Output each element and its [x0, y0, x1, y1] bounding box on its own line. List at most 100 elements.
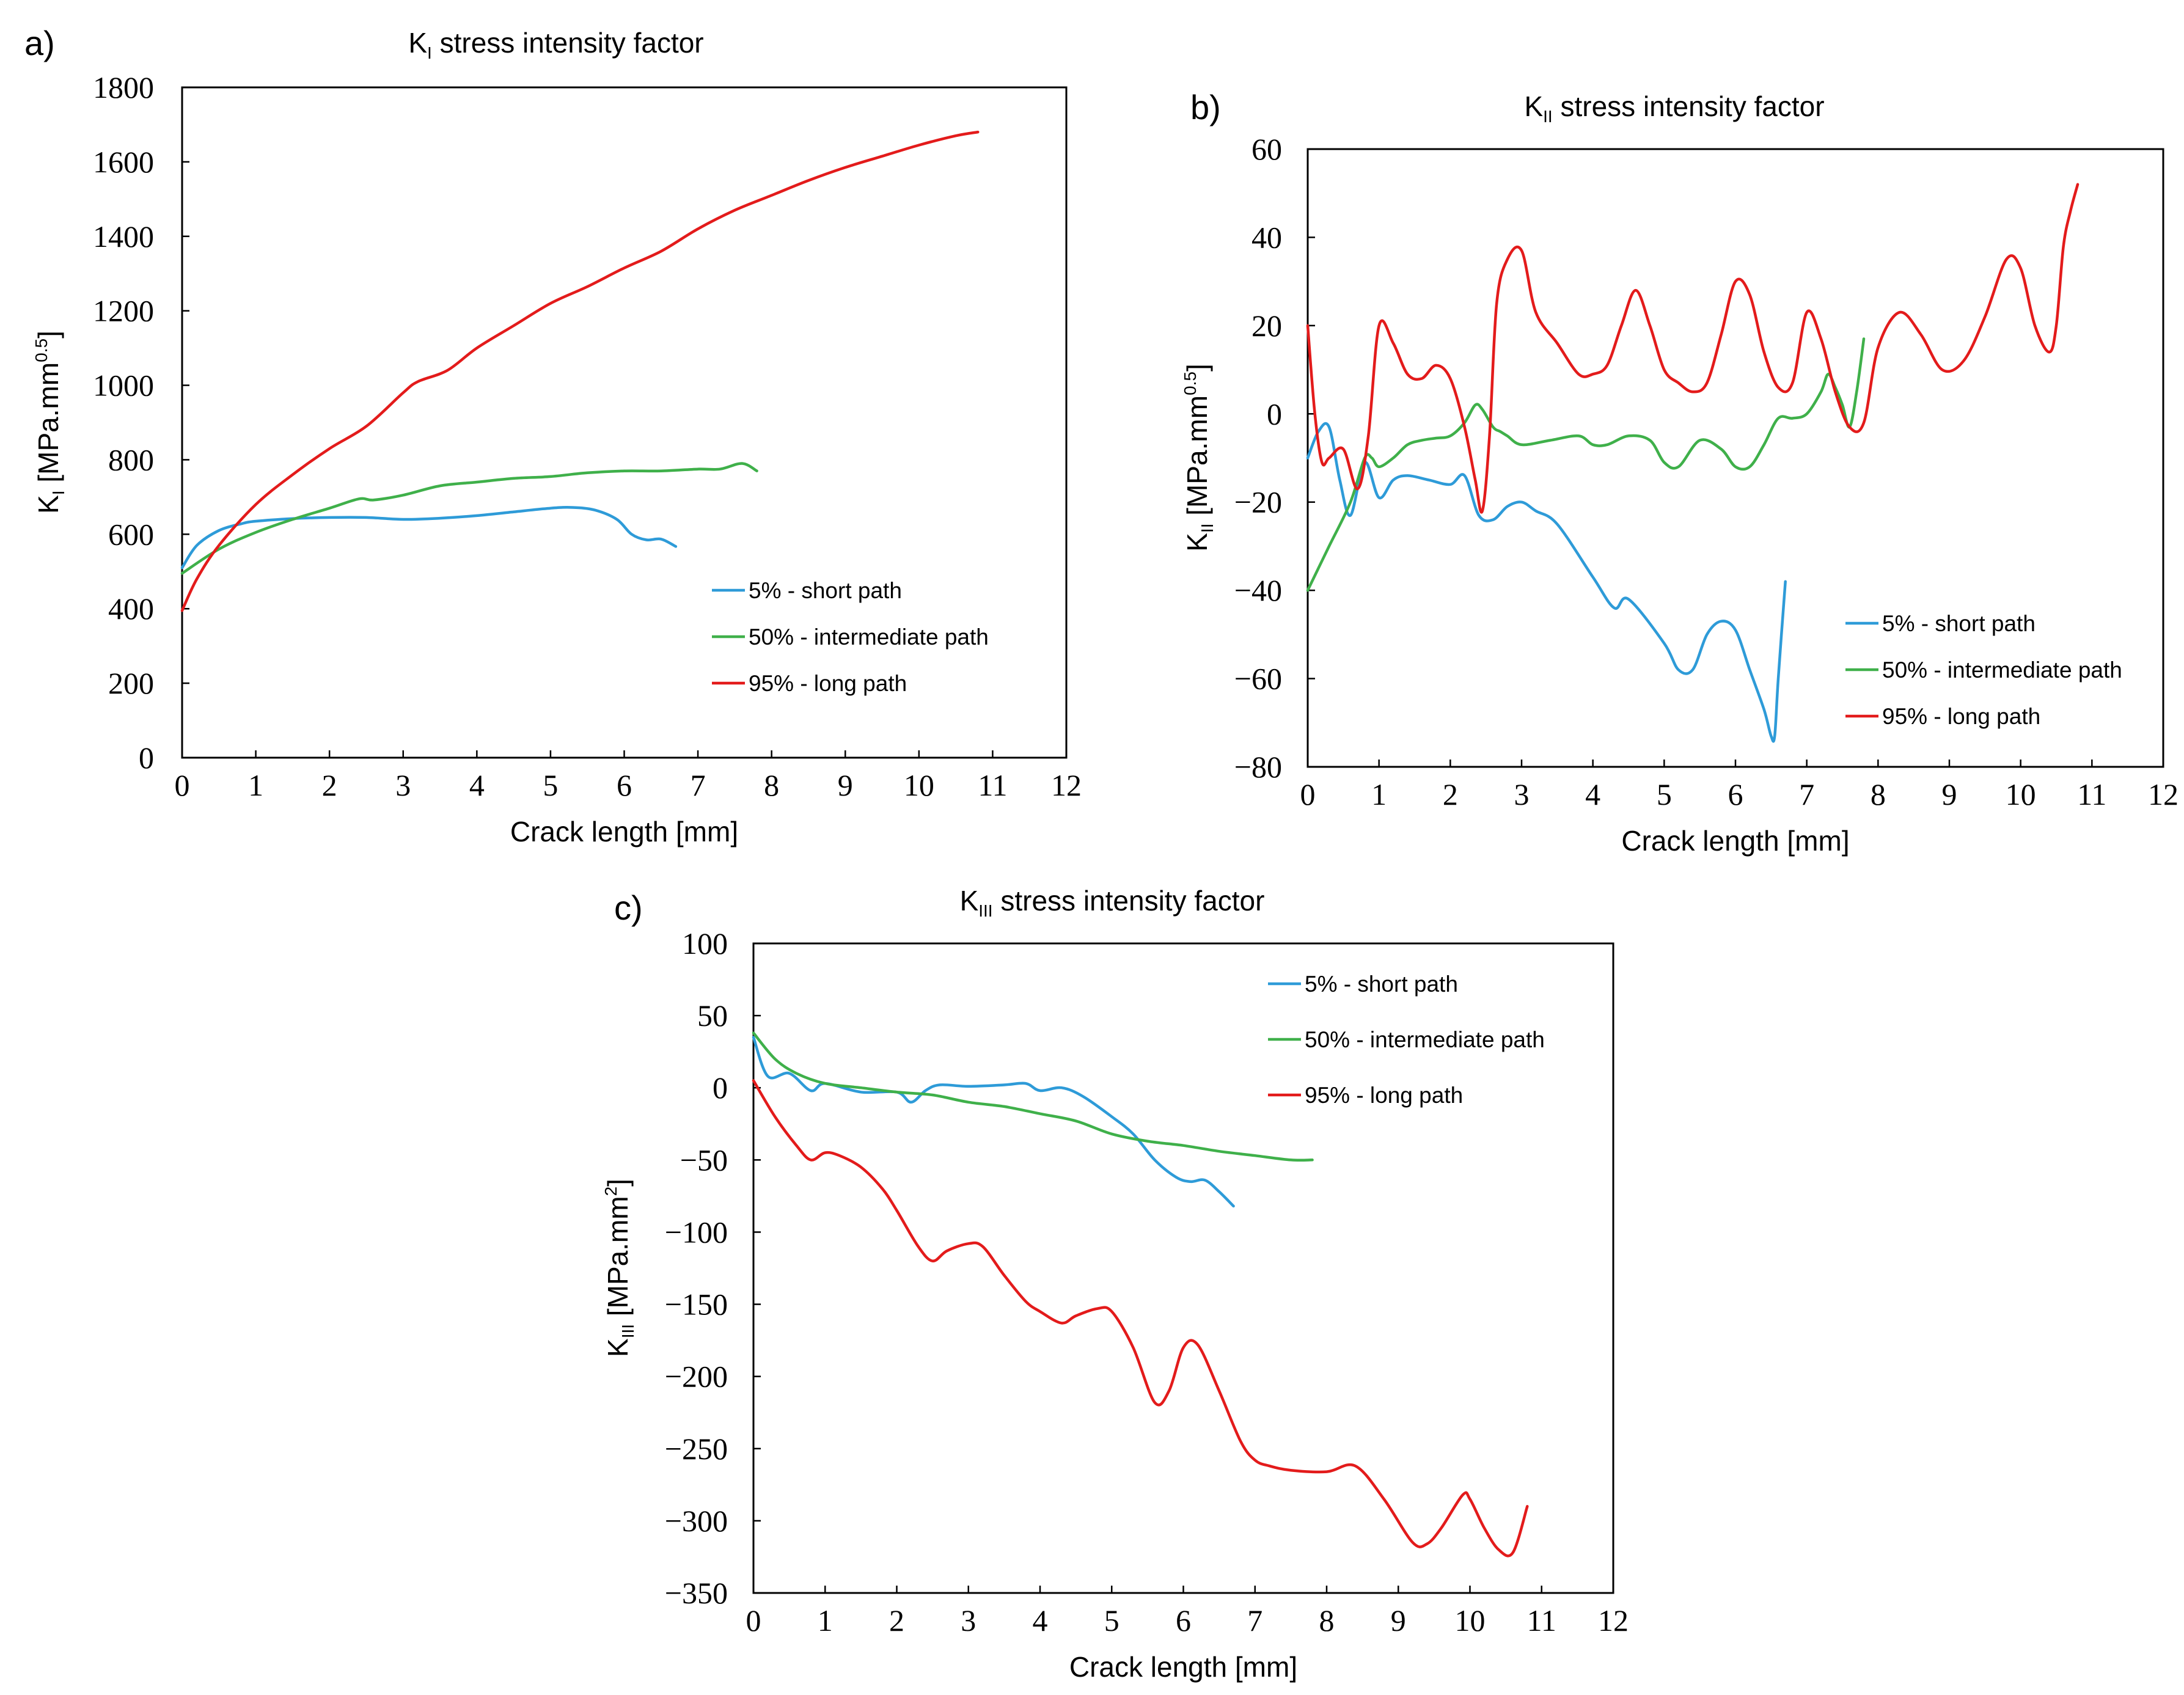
- x-tick-label: 2: [322, 768, 337, 802]
- y-axis-unit: [MPa.mm: [32, 362, 64, 491]
- title-text: stress intensity factor: [1553, 90, 1825, 122]
- y-tick-label: −60: [1234, 662, 1282, 696]
- series-line-long: [1306, 183, 2080, 514]
- x-tick-label: 11: [978, 768, 1007, 802]
- y-tick-label: 100: [682, 926, 728, 961]
- y-axis-unit: [MPa.mm: [1181, 395, 1213, 524]
- series-line-short: [1306, 422, 1787, 743]
- y-tick-label: 0: [713, 1071, 728, 1105]
- title-text: stress intensity factor: [993, 885, 1265, 917]
- y-tick-label: 0: [1267, 397, 1282, 431]
- x-tick-label: 7: [1799, 777, 1814, 811]
- series-line-long: [752, 1079, 1529, 1558]
- panel-label: b): [1190, 88, 1221, 126]
- x-tick-label: 9: [1391, 1603, 1406, 1638]
- x-tick-label: 12: [2148, 777, 2179, 811]
- y-tick-label: 800: [108, 442, 154, 477]
- y-axis-label: KI [MPa.mm0.5]: [32, 331, 68, 514]
- y-tick-label: −200: [665, 1360, 728, 1394]
- x-tick-label: 0: [175, 768, 190, 802]
- y-axis-unit: [MPa.mm: [602, 1196, 634, 1324]
- x-tick-label: 6: [617, 768, 632, 802]
- legend-label-short: 5% - short path: [749, 578, 902, 603]
- y-tick-label: 1000: [93, 368, 154, 403]
- x-tick-label: 1: [248, 768, 263, 802]
- y-axis-bracket: ]: [32, 331, 64, 339]
- x-tick-label: 10: [1455, 1603, 1486, 1638]
- x-tick-label: 0: [746, 1603, 761, 1638]
- x-tick-label: 2: [1443, 777, 1458, 811]
- y-tick-label: −150: [665, 1287, 728, 1322]
- y-tick-label: 600: [108, 517, 154, 551]
- y-tick-label: 40: [1251, 220, 1282, 254]
- chart-title: KII stress intensity factor: [1524, 90, 1824, 126]
- series-line-long: [180, 130, 980, 612]
- y-tick-label: 1400: [93, 219, 154, 254]
- legend-label-long: 95% - long path: [1882, 704, 2040, 729]
- y-tick-label: 1200: [93, 294, 154, 328]
- series-line-intermediate: [180, 462, 758, 575]
- y-tick-label: 1800: [93, 70, 154, 104]
- y-axis-symbol: K: [602, 1338, 634, 1357]
- y-tick-label: 0: [139, 741, 154, 775]
- x-tick-label: 3: [961, 1603, 976, 1638]
- x-tick-label: 6: [1176, 1603, 1191, 1638]
- x-tick-label: 12: [1051, 768, 1082, 802]
- y-axis-label: KIII [MPa.mm2]: [601, 1179, 637, 1357]
- x-tick-label: 11: [1527, 1603, 1556, 1638]
- title-subscript: I: [427, 43, 432, 62]
- y-tick-label: −40: [1234, 573, 1282, 607]
- y-axis-bracket: ]: [602, 1179, 634, 1187]
- x-tick-label: 3: [1514, 777, 1530, 811]
- y-axis-symbol: K: [32, 495, 64, 514]
- y-tick-label: 400: [108, 591, 154, 626]
- y-axis-superscript: 0.5: [1181, 372, 1200, 395]
- title-text: stress intensity factor: [432, 27, 704, 59]
- x-axis-label: Crack length [mm]: [510, 816, 738, 848]
- series-line-intermediate: [752, 1031, 1314, 1162]
- panel-label: c): [614, 888, 643, 927]
- y-axis-superscript: 2: [601, 1187, 620, 1196]
- x-tick-label: 7: [691, 768, 706, 802]
- x-tick-label: 8: [1319, 1603, 1335, 1638]
- y-axis-superscript: 0.5: [32, 339, 51, 362]
- panel-label: a): [24, 24, 55, 62]
- chart-title: KI stress intensity factor: [408, 27, 703, 62]
- legend-label-short: 5% - short path: [1882, 611, 2036, 636]
- y-tick-label: −20: [1234, 485, 1282, 519]
- x-axis-label: Crack length [mm]: [1069, 1651, 1297, 1683]
- x-tick-label: 4: [1585, 777, 1600, 811]
- title-subscript: III: [978, 901, 992, 920]
- x-tick-label: 9: [838, 768, 853, 802]
- title-subscript: II: [1543, 107, 1553, 126]
- y-tick-label: −300: [665, 1504, 728, 1538]
- x-tick-label: 0: [1300, 777, 1316, 811]
- y-axis-subscript: II: [1198, 524, 1217, 533]
- title-symbol: K: [1524, 90, 1543, 122]
- x-tick-label: 10: [2006, 777, 2036, 811]
- y-tick-label: −100: [665, 1215, 728, 1249]
- x-tick-label: 4: [1033, 1603, 1048, 1638]
- y-axis-symbol: K: [1181, 533, 1213, 552]
- x-tick-label: 5: [1657, 777, 1672, 811]
- x-tick-label: 11: [2077, 777, 2106, 811]
- y-tick-label: −80: [1234, 750, 1282, 784]
- x-tick-label: 10: [904, 768, 934, 802]
- legend-label-intermediate: 50% - intermediate path: [1882, 657, 2122, 683]
- title-symbol: K: [408, 27, 427, 59]
- y-tick-label: −50: [680, 1143, 728, 1177]
- x-tick-label: 8: [764, 768, 779, 802]
- y-axis-label: KII [MPa.mm0.5]: [1181, 364, 1217, 552]
- y-tick-label: 1600: [93, 145, 154, 179]
- legend-label-long: 95% - long path: [749, 671, 907, 696]
- x-axis-label: Crack length [mm]: [1621, 825, 1849, 857]
- x-tick-label: 1: [1371, 777, 1387, 811]
- x-tick-label: 2: [889, 1603, 904, 1638]
- y-tick-label: −250: [665, 1432, 728, 1466]
- legend-label-long: 95% - long path: [1305, 1083, 1463, 1108]
- y-tick-label: 50: [697, 998, 728, 1033]
